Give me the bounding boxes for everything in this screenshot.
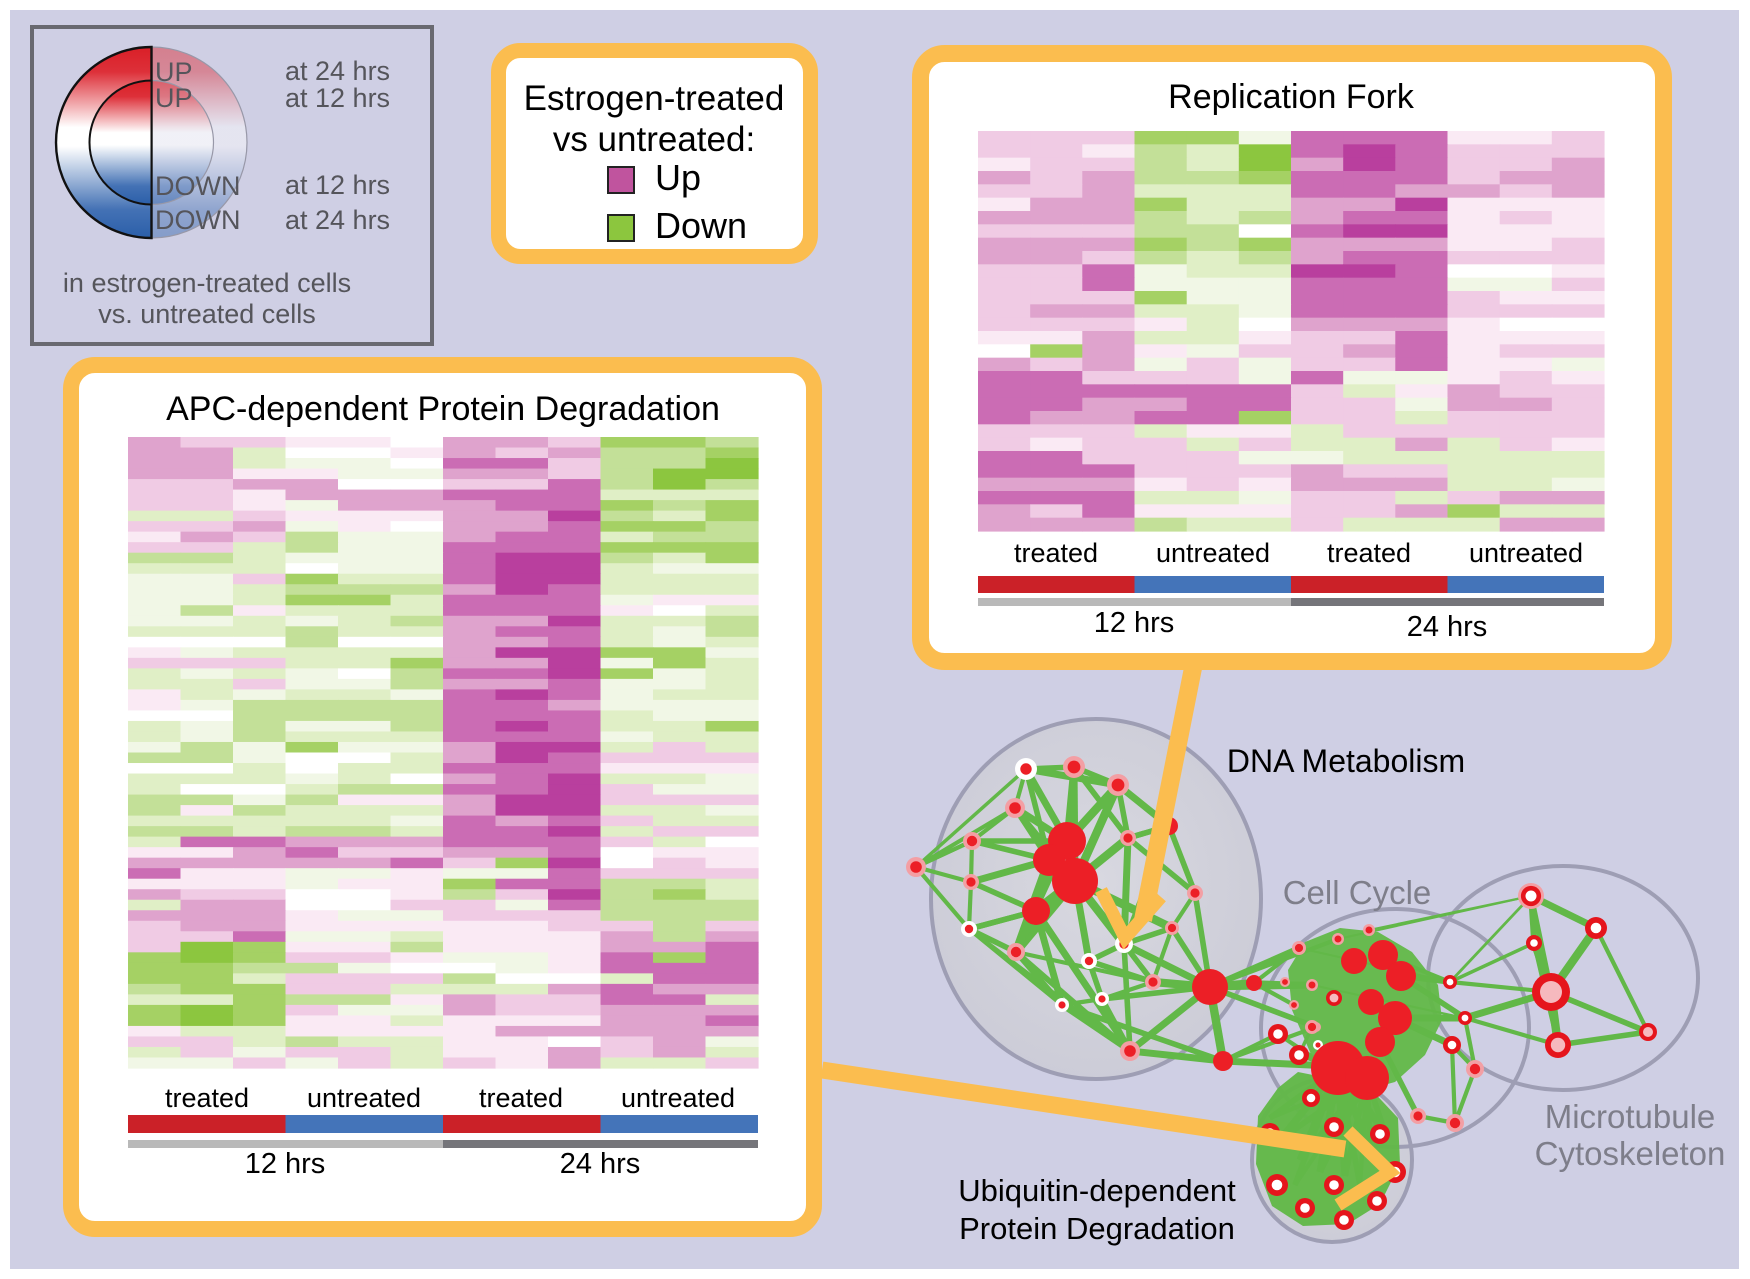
svg-text:24 hrs: 24 hrs [560,1148,641,1180]
svg-text:in estrogen-treated cells: in estrogen-treated cells [63,268,351,298]
svg-text:Ubiquitin-dependent: Ubiquitin-dependent [958,1173,1236,1208]
svg-text:Cell Cycle: Cell Cycle [1283,874,1432,911]
svg-text:Replication Fork: Replication Fork [1168,78,1415,116]
svg-text:at 24 hrs: at 24 hrs [285,205,390,235]
svg-text:treated: treated [165,1083,249,1113]
svg-text:vs untreated:: vs untreated: [553,120,755,159]
svg-text:UP: UP [155,57,193,87]
svg-text:Down: Down [655,205,747,246]
svg-text:Microtubule: Microtubule [1545,1098,1716,1135]
svg-text:untreated: untreated [621,1083,735,1113]
svg-text:treated: treated [1327,538,1411,568]
svg-text:at 24 hrs: at 24 hrs [285,56,390,86]
svg-text:vs. untreated cells: vs. untreated cells [98,299,316,329]
svg-text:Up: Up [655,157,701,198]
svg-text:APC-dependent Protein Degradat: APC-dependent Protein Degradation [166,390,720,428]
svg-text:Cytoskeleton: Cytoskeleton [1535,1135,1726,1172]
svg-text:treated: treated [479,1083,563,1113]
svg-text:at 12 hrs: at 12 hrs [285,83,390,113]
svg-text:Estrogen-treated: Estrogen-treated [524,79,785,118]
svg-text:untreated: untreated [1156,538,1270,568]
svg-text:Protein Degradation: Protein Degradation [959,1211,1235,1246]
svg-text:untreated: untreated [307,1083,421,1113]
svg-text:treated: treated [1014,538,1098,568]
svg-text:DNA Metabolism: DNA Metabolism [1227,743,1465,779]
svg-text:DOWN: DOWN [155,205,240,235]
svg-text:12 hrs: 12 hrs [1094,607,1175,639]
svg-text:at 12 hrs: at 12 hrs [285,170,390,200]
svg-text:DOWN: DOWN [155,171,240,201]
svg-text:24 hrs: 24 hrs [1407,611,1488,643]
svg-text:UP: UP [155,83,193,113]
svg-text:12 hrs: 12 hrs [245,1148,326,1180]
svg-text:untreated: untreated [1469,538,1583,568]
